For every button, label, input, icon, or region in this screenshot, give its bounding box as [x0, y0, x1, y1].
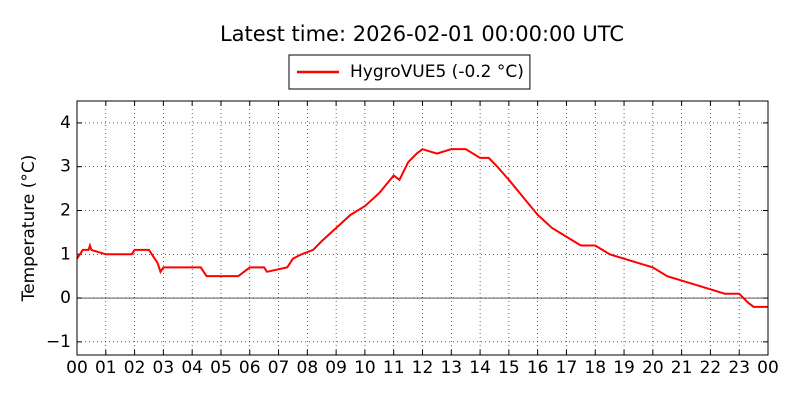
x-tick-label: 05 — [210, 358, 232, 378]
x-tick-label: 23 — [728, 358, 750, 378]
x-tick-label: 10 — [354, 358, 376, 378]
x-tick-label: 12 — [412, 358, 434, 378]
x-tick-label: 20 — [642, 358, 664, 378]
data-line — [76, 148, 768, 308]
plot-frame — [76, 100, 769, 356]
x-tick-label: 04 — [181, 358, 203, 378]
x-tick-label: 07 — [268, 358, 290, 378]
y-axis-label: Temperature (°C) — [19, 155, 39, 303]
x-tick-label: 06 — [239, 358, 261, 378]
x-tick-label: 21 — [671, 358, 693, 378]
x-tick-label: 03 — [153, 358, 175, 378]
y-tick-label: −1 — [46, 332, 71, 352]
y-tick-label: 2 — [60, 200, 71, 220]
x-tick-label: 16 — [527, 358, 549, 378]
y-tick-label: 0 — [60, 288, 71, 308]
x-tick-label: 22 — [700, 358, 722, 378]
x-tick-label: 14 — [469, 358, 491, 378]
x-tick-label: 01 — [95, 358, 117, 378]
x-tick-label: 00 — [66, 358, 88, 378]
x-tick-label: 09 — [325, 358, 347, 378]
y-tick-label: 1 — [60, 244, 71, 264]
x-tick-label: 00 — [757, 358, 779, 378]
y-tick-label: 4 — [60, 113, 71, 133]
x-tick-label: 15 — [498, 358, 520, 378]
x-tick-label: 19 — [613, 358, 635, 378]
y-tick-label: 3 — [60, 157, 71, 177]
x-tick-label: 08 — [297, 358, 319, 378]
x-tick-label: 02 — [124, 358, 146, 378]
chart-title: Latest time: 2026-02-01 00:00:00 UTC — [220, 22, 624, 46]
legend-label: HygroVUE5 (-0.2 °C) — [350, 62, 524, 82]
x-tick-label: 13 — [440, 358, 462, 378]
x-tick-label: 11 — [383, 358, 405, 378]
x-tick-label: 17 — [556, 358, 578, 378]
x-tick-label: 18 — [584, 358, 606, 378]
